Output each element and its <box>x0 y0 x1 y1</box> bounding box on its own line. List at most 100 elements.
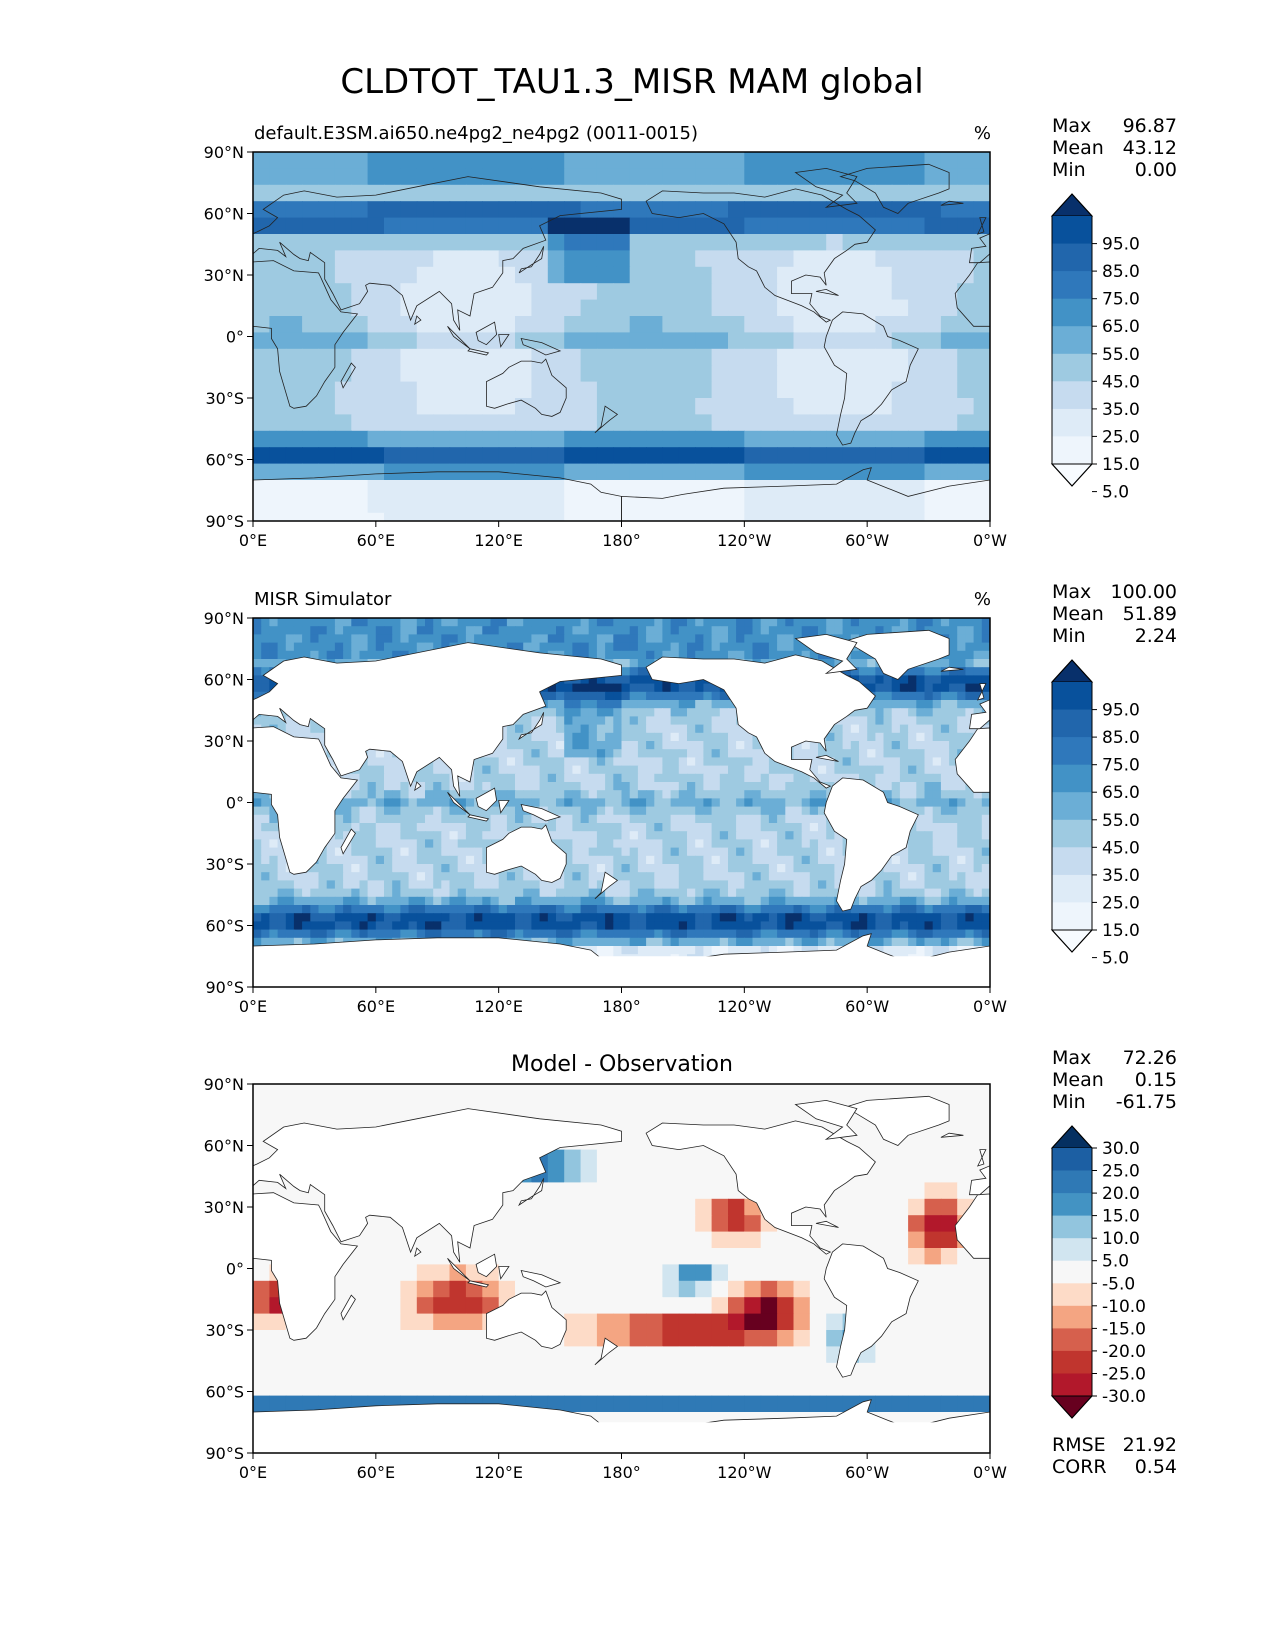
field-cell <box>269 152 287 169</box>
field-cell <box>621 823 631 832</box>
field-cell <box>670 618 680 627</box>
field-cell <box>261 823 270 832</box>
field-cell <box>539 896 549 906</box>
field-cell <box>556 798 565 808</box>
field-cell <box>703 773 713 783</box>
field-cell <box>621 847 631 857</box>
field-cell <box>449 913 459 922</box>
field-cell <box>908 708 917 717</box>
field-cell <box>416 823 426 832</box>
field-cell <box>899 864 909 873</box>
field-cell <box>662 896 672 906</box>
field-cell <box>728 266 745 284</box>
field-cell <box>605 732 614 742</box>
field-cell <box>588 896 598 906</box>
field-cell <box>318 447 336 465</box>
field-cell <box>367 316 385 333</box>
field-cell <box>474 929 483 939</box>
field-cell <box>384 332 401 350</box>
field-cell <box>253 381 270 399</box>
field-cell <box>605 831 614 840</box>
field-cell <box>277 896 287 906</box>
coastline <box>253 471 622 521</box>
field-cell <box>760 634 770 644</box>
field-cell <box>711 872 721 881</box>
field-cell <box>367 798 377 808</box>
field-cell <box>269 201 287 219</box>
field-cell <box>646 691 655 701</box>
field-cell <box>384 618 393 627</box>
field-cell <box>613 724 623 734</box>
field-cell <box>547 823 557 832</box>
field-cell <box>629 864 639 873</box>
field-cell <box>670 757 680 767</box>
field-cell <box>408 896 418 906</box>
field-cell <box>318 463 336 481</box>
field-cell <box>818 905 827 914</box>
field-cell <box>793 782 803 791</box>
field-cell <box>433 201 451 219</box>
field-cell <box>498 316 516 333</box>
field-cell <box>637 847 647 857</box>
field-cell <box>637 691 647 701</box>
field-cell <box>564 201 582 219</box>
field-cell <box>949 650 958 660</box>
field-cell <box>826 659 835 668</box>
lat-tick-label: 60°N <box>204 205 244 224</box>
field-cell <box>842 512 860 521</box>
field-cell <box>564 741 573 750</box>
field-cell <box>539 921 549 931</box>
field-cell <box>809 201 827 219</box>
field-cell <box>596 896 606 906</box>
field-cell <box>932 855 942 865</box>
field-cell <box>523 913 532 922</box>
field-cell <box>875 765 885 775</box>
field-cell <box>474 847 483 857</box>
field-cell <box>449 864 459 873</box>
field-cell <box>891 749 901 758</box>
field-cell <box>621 642 631 652</box>
field-cell <box>687 757 696 767</box>
field-cell <box>940 880 950 890</box>
field-cell <box>891 896 901 906</box>
field-cell <box>793 872 803 881</box>
field-cell <box>949 642 958 652</box>
field-cell <box>940 683 950 693</box>
field-cell <box>334 855 344 865</box>
field-cell <box>449 626 459 635</box>
field-cell <box>588 823 598 832</box>
field-cell <box>515 299 532 317</box>
field-cell <box>695 790 704 799</box>
field-cell <box>547 201 565 219</box>
field-cell <box>515 266 532 284</box>
field-cell <box>613 691 623 701</box>
field-cell <box>367 152 385 169</box>
field-cell <box>588 683 598 693</box>
field-cell <box>768 618 778 627</box>
field-cell <box>596 790 606 799</box>
field-cell <box>547 831 557 840</box>
field-cell <box>899 683 909 693</box>
field-cell <box>768 831 778 840</box>
field-cell <box>760 782 770 791</box>
field-cell <box>678 348 696 366</box>
field-cell <box>949 757 958 767</box>
field-cell <box>433 905 442 914</box>
field-cell <box>531 365 549 383</box>
field-cell <box>662 642 672 652</box>
field-cell <box>646 741 655 750</box>
field-cell <box>523 634 532 644</box>
field-cell <box>367 872 377 881</box>
coastline <box>520 337 562 356</box>
field-cell <box>826 480 844 497</box>
field-cell <box>670 823 680 832</box>
field-cell <box>736 618 745 627</box>
field-cell <box>744 741 754 750</box>
field-cell <box>621 773 631 783</box>
field-cell <box>646 634 655 644</box>
field-cell <box>588 864 598 873</box>
field-cell <box>940 757 950 767</box>
field-cell <box>351 299 369 317</box>
field-cell <box>670 732 680 742</box>
field-cell <box>793 512 811 521</box>
